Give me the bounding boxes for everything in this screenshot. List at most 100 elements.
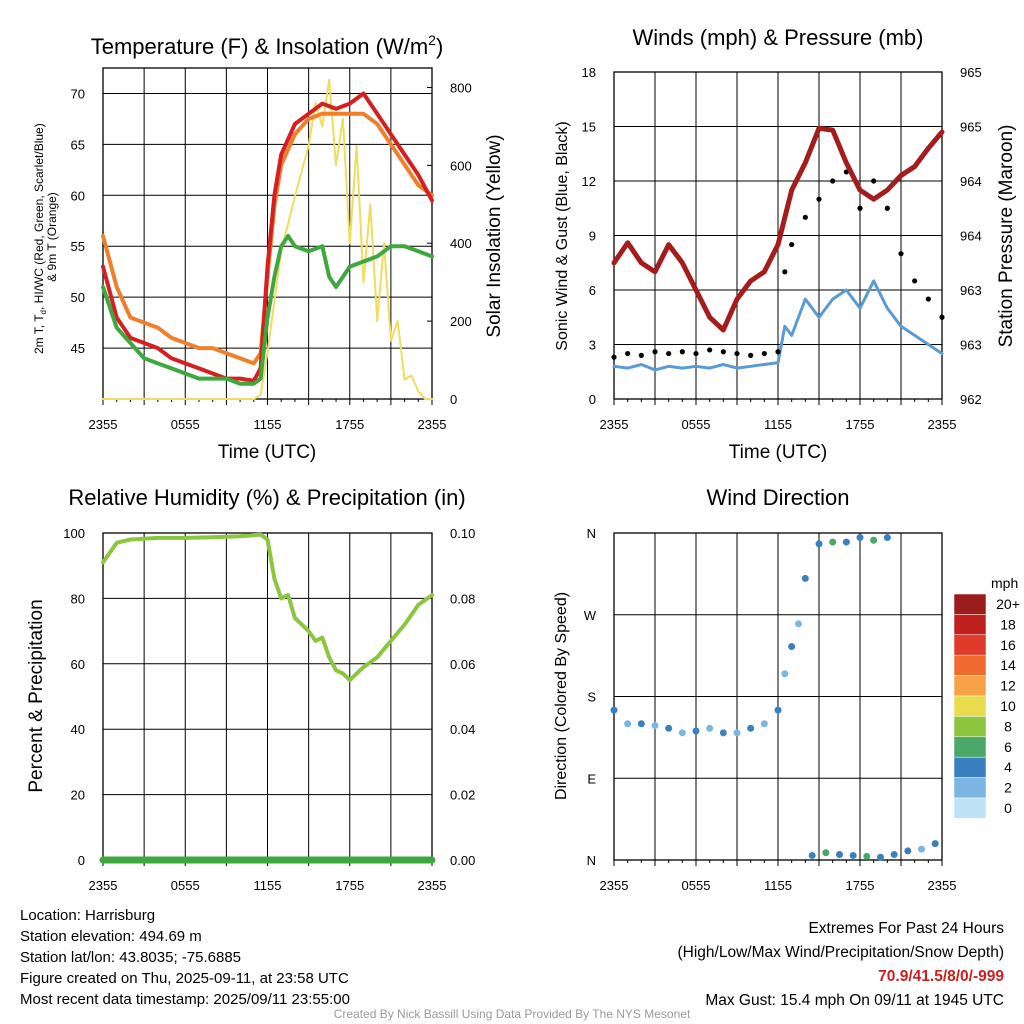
max-gust: Max Gust: 15.4 mph On 09/11 at 1945 UTC	[705, 992, 1004, 1009]
direction-point	[678, 729, 686, 737]
humidity-xtick-label: 1155	[254, 878, 282, 893]
gust-point	[802, 214, 808, 220]
temperature-xtick-label: 1755	[335, 417, 364, 432]
gust-point	[898, 251, 904, 257]
direction-point	[788, 643, 796, 651]
winds-ytick-right-label: 965	[960, 120, 982, 135]
extremes-values: 70.9/41.5/8/0/-999	[878, 968, 1004, 985]
humidity-xtick-label: 2355	[418, 878, 447, 893]
direction-point	[836, 851, 843, 859]
temperature-ytick-label: 55	[71, 239, 85, 254]
humidity-ytick-label: 0	[78, 853, 85, 868]
direction-point	[822, 849, 830, 857]
legend-swatch	[953, 614, 987, 636]
humidity-ytick-label: 20	[71, 788, 85, 803]
humidity-ytick-right-label: 0.08	[450, 591, 475, 606]
direction-ytick-label: W	[584, 608, 597, 623]
temperature-series-line	[101, 234, 434, 386]
winds-ytick-right-label: 962	[960, 392, 982, 407]
direction-point	[863, 852, 871, 860]
direction-point	[781, 670, 789, 678]
humidity-ytick-right-label: 0.06	[450, 657, 475, 672]
temperature-ytick-label: 45	[71, 341, 85, 356]
winds-xtick-label: 0555	[682, 417, 711, 432]
credit-line: Created By Nick Bassill Using Data Provi…	[333, 1007, 691, 1021]
extremes-info: Extremes For Past 24 Hours (High/Low/Max…	[678, 917, 1005, 1013]
winds-ytick-right-label: 965	[960, 65, 982, 80]
legend-swatch	[953, 634, 987, 656]
direction-point	[849, 851, 857, 859]
winds-ytick-label: 0	[589, 392, 596, 407]
winds-ytick-right-label: 964	[960, 229, 982, 244]
direction-point	[918, 845, 925, 853]
temperature-ytick-right-label: 0	[450, 392, 457, 407]
humidity-ytick-right-label: 0.02	[450, 788, 475, 803]
direction-point	[665, 724, 673, 732]
humidity-ytick-right-label: 0.04	[450, 722, 475, 737]
direction-ytick-label: E	[587, 771, 596, 786]
direction-point	[870, 536, 878, 544]
legend-label: 12	[1000, 678, 1016, 694]
gust-point	[830, 178, 836, 184]
direction-point	[624, 720, 632, 728]
winds-panel-title: Winds (mph) & Pressure (mb)	[633, 25, 924, 50]
temperature-ytick-right-label: 200	[450, 314, 472, 329]
gust-point	[707, 347, 713, 353]
legend-swatch	[953, 777, 987, 799]
direction-point	[815, 540, 823, 548]
direction-point	[931, 840, 939, 848]
temperature-xlabel: Time (UTC)	[218, 442, 317, 463]
winds-ytick-label: 6	[589, 283, 596, 298]
humidity-xtick-label: 2355	[89, 878, 118, 893]
winds-xtick-label: 1155	[764, 417, 792, 432]
gust-point	[679, 349, 685, 355]
direction-point	[904, 847, 912, 855]
station-elevation: Station elevation: 494.69 m	[20, 928, 202, 945]
gust-point	[925, 296, 931, 302]
temperature-ytick-right-label: 600	[450, 158, 472, 173]
direction-ytick-label: S	[587, 690, 596, 705]
winds-ytick-label: 3	[589, 338, 596, 353]
gust-point	[652, 349, 658, 355]
direction-xtick-label: 1755	[846, 878, 875, 893]
winds-panel: 2355 0555 1155 1755 2355 0 962 3 963 6 963 9 964 12 96…	[582, 65, 982, 432]
temperature-xtick-label: 2355	[89, 417, 118, 432]
direction-point	[692, 727, 700, 735]
legend-swatch	[953, 695, 987, 717]
gust-point	[775, 349, 781, 355]
extremes-subtitle: (High/Low/Max Wind/Precipitation/Snow De…	[677, 944, 1005, 961]
direction-point	[829, 538, 837, 546]
gust-point	[720, 349, 726, 355]
direction-ytick-label: N	[587, 526, 596, 541]
temperature-panel: 2355 0555 1155 1755 2355 45 50 55 60 65 70 0 200 400 6…	[71, 67, 472, 432]
humidity-panel-title: Relative Humidity (%) & Precipitation (i…	[68, 485, 465, 510]
legend-label: 8	[1004, 718, 1012, 734]
gust-point	[666, 350, 672, 357]
humidity-panel: 2355 0555 1155 1755 2355 0 0.00 20 0.02 40 0.04 60 0…	[63, 526, 475, 893]
legend-swatch	[953, 716, 987, 738]
legend-label: 20+	[996, 596, 1020, 612]
temperature-ylabel-left: 2m T, Td, HI/WC (Red, Green, Scarlet/Blu…	[32, 120, 59, 354]
direction-xtick-label: 2355	[600, 878, 629, 893]
humidity-ytick-label: 40	[71, 722, 85, 737]
station-latlon: Station lat/lon: 43.8035; -75.6885	[20, 949, 242, 966]
winds-ylabel-left: Sonic Wind & Gust (Blue, Black)	[554, 121, 571, 350]
legend-label: 16	[1000, 637, 1016, 653]
wind-direction-panel-title: Wind Direction	[706, 485, 849, 510]
direction-point	[808, 851, 816, 859]
direction-point	[637, 720, 645, 728]
winds-ytick-label: 18	[582, 65, 596, 80]
direction-legend-unit: mph	[991, 575, 1018, 591]
winds-xtick-label: 2355	[928, 417, 957, 432]
winds-xlabel: Time (UTC)	[729, 442, 828, 463]
legend-label: 14	[1000, 657, 1016, 673]
gust-point	[734, 350, 740, 357]
station-pressure-line	[611, 125, 945, 333]
legend-swatch	[953, 654, 987, 676]
extremes-title: Extremes For Past 24 Hours	[808, 920, 1004, 937]
gust-point	[939, 314, 945, 320]
gust-point	[782, 269, 788, 275]
humidity-ytick-right-label: 0.10	[450, 526, 475, 541]
gust-point	[748, 352, 754, 358]
